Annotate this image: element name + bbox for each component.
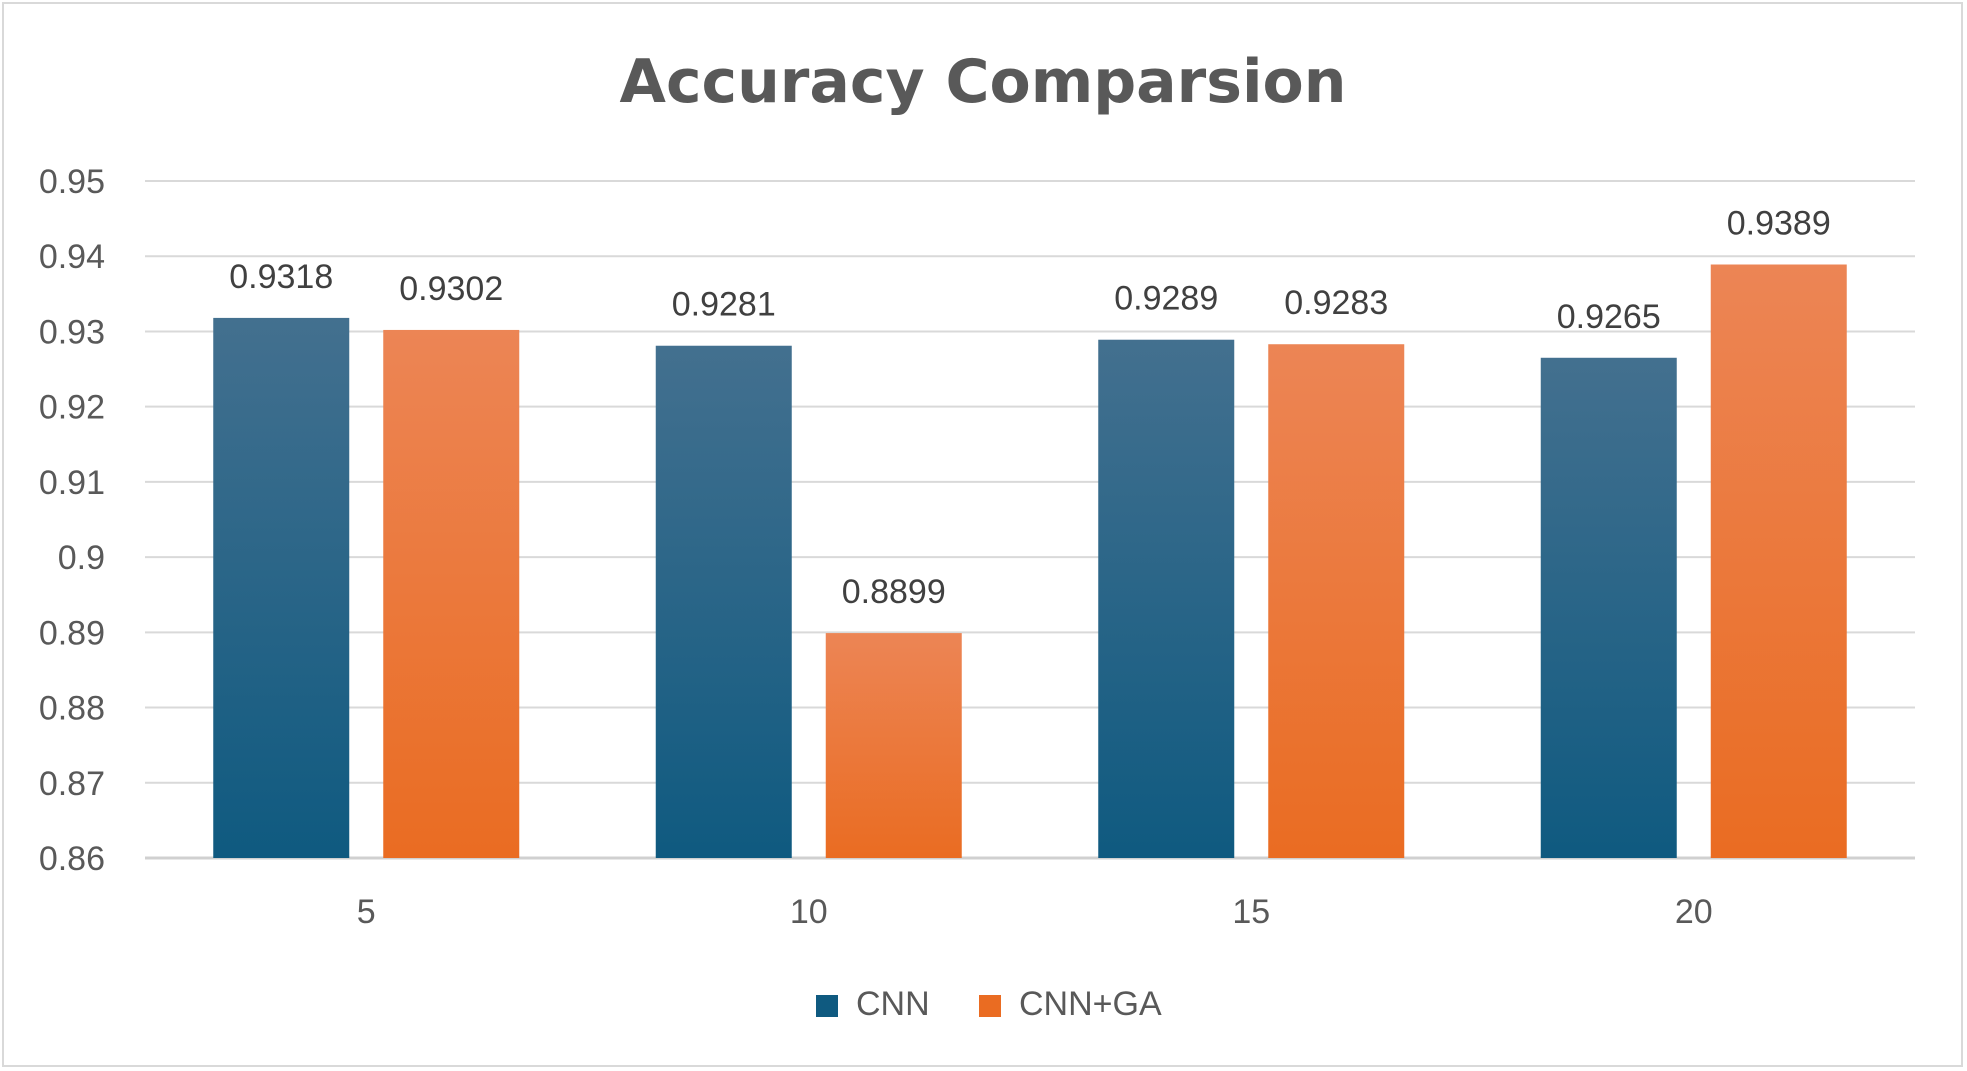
bar-cnn [1540,357,1677,858]
y-tick-label: 0.89 [39,614,105,652]
y-tick-label: 0.87 [39,765,105,803]
legend: CNN CNN+GA [816,985,1162,1023]
x-axis-tick-labels: 5 10 15 20 [357,893,1713,931]
bar-cnn [655,345,792,858]
chart-title: Accuracy Comparsion [620,47,1347,117]
legend-swatch [979,995,1001,1017]
y-tick-label: 0.94 [39,238,105,276]
y-tick-label: 0.86 [39,840,105,878]
legend-swatch [816,995,838,1017]
bar-cnn [213,317,350,859]
y-tick-label: 0.91 [39,464,105,502]
bar-cnn-ga [383,329,520,858]
data-label: 0.8899 [842,573,946,611]
legend-label: CNN [856,985,930,1023]
data-label: 0.9389 [1727,204,1831,242]
bar-cnn-ga [825,633,962,858]
y-tick-label: 0.9 [58,539,105,577]
x-tick-label: 20 [1675,893,1713,931]
x-tick-label: 10 [790,893,828,931]
y-tick-label: 0.92 [39,389,105,427]
x-tick-label: 15 [1232,893,1270,931]
legend-label: CNN+GA [1019,985,1162,1023]
bar-cnn-ga [1710,264,1847,858]
data-label: 0.9265 [1557,298,1661,336]
data-label: 0.9302 [399,270,503,308]
data-labels: 0.9318 0.9302 0.9281 0.8899 0.9289 0.9283 0.92… [229,204,1831,611]
bar-cnn-ga [1268,344,1405,859]
bar-cnn [1098,339,1235,859]
y-tick-label: 0.95 [39,163,105,201]
data-label: 0.9283 [1284,284,1388,322]
x-tick-label: 5 [357,893,376,931]
y-tick-label: 0.93 [39,313,105,351]
data-label: 0.9318 [229,258,333,296]
data-label: 0.9281 [672,286,776,324]
bars [213,264,1847,859]
y-tick-label: 0.88 [39,690,105,728]
y-axis-tick-labels: 0.86 0.87 0.88 0.89 0.9 0.91 0.92 0.93 0.94 0.95 [39,163,105,878]
data-label: 0.9289 [1114,280,1218,318]
